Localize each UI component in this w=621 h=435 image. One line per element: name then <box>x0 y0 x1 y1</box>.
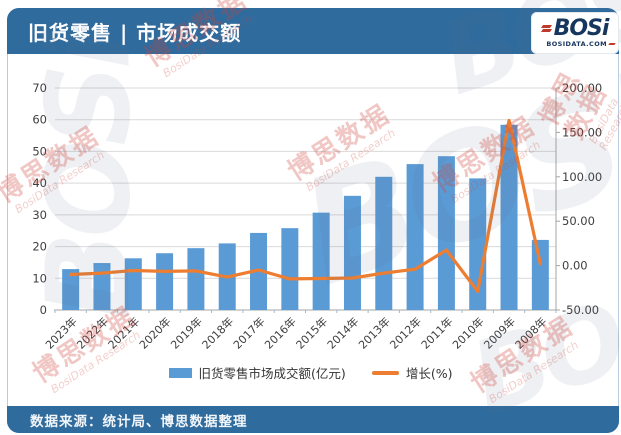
left-axis-label: 70 <box>32 81 47 95</box>
x-axis-label: 2009年 <box>481 314 518 351</box>
line-series-swatch <box>371 370 399 375</box>
logo-stripe-icon <box>608 42 616 45</box>
x-axis-label: 2012年 <box>387 314 424 351</box>
bar-2019年 <box>187 248 205 310</box>
left-axis-label: 30 <box>32 208 47 222</box>
x-axis-label: 2023年 <box>42 314 79 351</box>
logo-sub-row: BOSIDATA.COM <box>546 39 616 48</box>
legend-item-bars: 旧货零售市场成交额(亿元) <box>168 363 346 382</box>
right-axis-label: 0.00 <box>562 259 588 273</box>
x-axis-label: 2010年 <box>449 314 486 351</box>
x-axis-label: 2011年 <box>418 314 455 351</box>
x-axis-label: 2015年 <box>293 314 330 351</box>
bar-2015年 <box>312 212 330 310</box>
bar-2016年 <box>281 228 299 310</box>
header-bar: 旧货零售 | 市场成交额 <box>7 8 619 54</box>
x-axis-label: 2014年 <box>324 314 361 351</box>
right-axis-label: 50.00 <box>562 214 595 228</box>
bar-2011年 <box>437 156 455 310</box>
logo-row: BOSi <box>540 15 610 41</box>
data-source: 数据来源：统计局、博思数据整理 <box>30 413 248 430</box>
legend-label-bars: 旧货零售市场成交额(亿元) <box>198 366 346 381</box>
page-title: 旧货零售 | 市场成交额 <box>28 20 242 45</box>
logo-stripe-icon <box>540 25 552 32</box>
bar-2014年 <box>343 195 361 310</box>
bar-2010年 <box>469 178 487 310</box>
bar-2021年 <box>124 258 142 310</box>
growth-line <box>69 118 542 293</box>
left-axis-label: 40 <box>32 176 47 190</box>
legend-item-line: 增长(%) <box>371 363 453 382</box>
x-axis-label: 2021年 <box>105 314 142 351</box>
bar-2012年 <box>406 164 424 310</box>
x-axis-label: 2016年 <box>261 314 298 351</box>
right-axis-label: 200.00 <box>562 81 602 95</box>
bar-2022年 <box>93 263 111 310</box>
x-axis-label: 2022年 <box>74 314 111 351</box>
bar-2013年 <box>375 176 393 310</box>
bosi-logo: BOSi BOSIDATA.COM <box>531 12 619 54</box>
left-axis-label: 0 <box>40 303 47 317</box>
right-axis-label: 100.00 <box>562 170 602 184</box>
bar-2023年 <box>62 269 80 310</box>
bar-2020年 <box>156 253 174 310</box>
x-axis-label: 2017年 <box>230 314 267 351</box>
x-axis-label: 2018年 <box>199 314 236 351</box>
left-axis-label: 50 <box>32 144 47 158</box>
x-axis-label: 2008年 <box>512 314 549 351</box>
legend-label-line: 增长(%) <box>405 366 453 381</box>
chart-legend: 旧货零售市场成交额(亿元) 增长(%) <box>0 363 621 382</box>
x-axis-label: 2013年 <box>355 314 392 351</box>
x-axis-label: 2019年 <box>168 314 205 351</box>
logo-wordmark: BOSi <box>553 15 610 41</box>
left-axis-label: 10 <box>32 271 47 285</box>
footer-bar: 数据来源：统计局、博思数据整理 <box>7 406 619 433</box>
right-axis-label: 150.00 <box>562 125 602 139</box>
bar-series-swatch <box>168 367 192 378</box>
left-axis-label: 60 <box>32 113 47 127</box>
left-axis-label: 20 <box>32 240 47 254</box>
right-axis-label: -50.00 <box>562 303 599 317</box>
logo-domain: BOSIDATA.COM <box>546 39 607 48</box>
x-axis-label: 2020年 <box>136 314 173 351</box>
bar-2008年 <box>531 239 549 310</box>
bar-2009年 <box>500 124 518 310</box>
